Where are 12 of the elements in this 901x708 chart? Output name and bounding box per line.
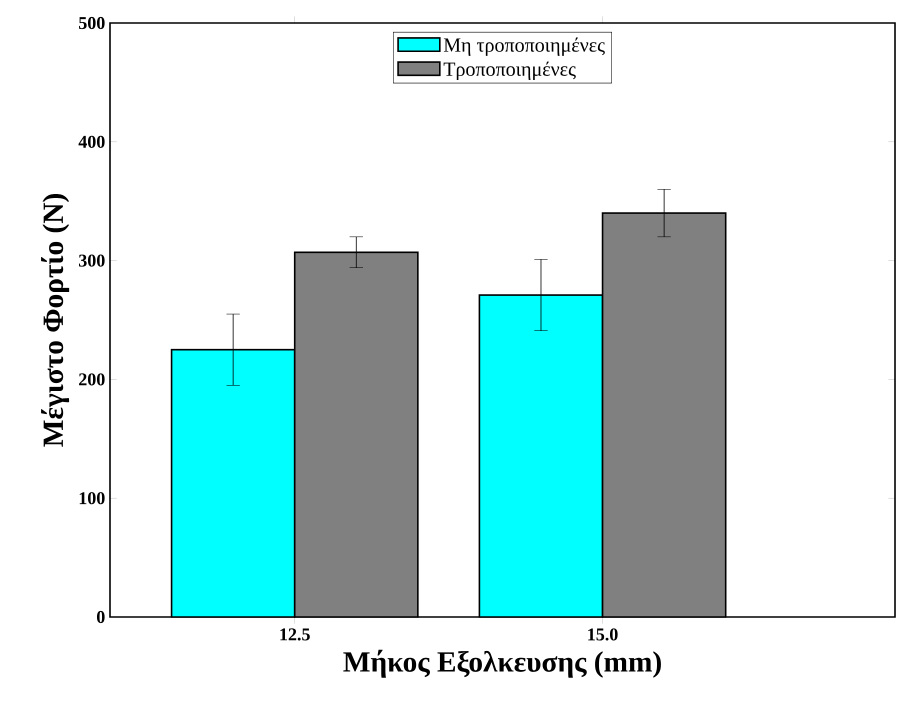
y-axis-title: Μέγιστο Φορτίο (N) [41, 194, 70, 447]
y-tick-label: 200 [79, 373, 105, 386]
y-tick-label: 0 [96, 610, 105, 624]
x-axis-title: Μήκος Εξολκευσης (mm) [343, 650, 661, 678]
y-tick-label: 500 [79, 16, 105, 30]
y-tick-label: 300 [78, 254, 105, 267]
x-tick-label: 15.0 [588, 628, 618, 641]
legend-label: Τροποποιημένες [444, 62, 576, 80]
y-tick-label: 100 [80, 492, 105, 504]
y-tick-label: 400 [78, 136, 105, 148]
legend-label: Μη τροποποιημένες [444, 38, 605, 56]
x-tick-label: 12.5 [280, 628, 310, 641]
